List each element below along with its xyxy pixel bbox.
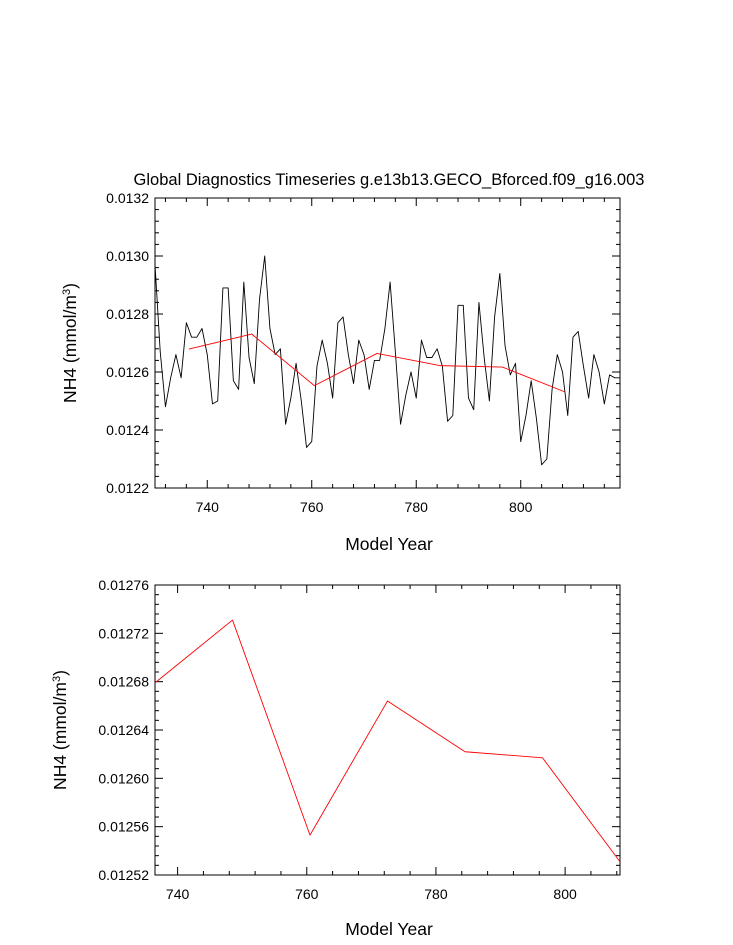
y-axis-label-tail: ) (60, 283, 80, 289)
y-tick-label: 0.01260 (98, 770, 149, 786)
timeseries-panel: Global Diagnostics Timeseries g.e13b13.G… (60, 171, 644, 554)
y-tick-label: 0.0122 (106, 480, 149, 496)
series-line-running-mean (154, 619, 621, 862)
x-axis-label: Model Year (345, 919, 433, 939)
y-tick-label: 0.01256 (98, 819, 149, 835)
y-tick-label: 0.0132 (106, 190, 149, 206)
y-axis-label-superscript: 3 (61, 289, 73, 295)
x-axis-label: Model Year (345, 534, 433, 554)
y-tick-label: 0.01272 (98, 625, 149, 641)
y-axis-label-superscript: 3 (51, 676, 63, 682)
running-mean-panel: 0.01252 0.01256 0.01260 0.01264 0.01268 0.012… (50, 577, 621, 939)
plot-frame (154, 197, 621, 489)
x-tick-label: 760 (300, 499, 324, 515)
x-tick-label: 780 (405, 499, 429, 515)
y-tick-labels: 0.01252 0.01256 0.01260 0.01264 0.01268 0.012… (98, 577, 149, 883)
y-axis-label: NH4 (mmol/m3) (50, 670, 70, 790)
y-axis-label-main: NH4 (mmol/m (50, 682, 70, 790)
x-tick-label: 740 (166, 886, 190, 902)
x-tick-labels: 740 760 780 800 (196, 499, 533, 515)
y-tick-label: 0.01276 (98, 577, 149, 593)
y-tick-label: 0.01264 (98, 722, 149, 738)
x-tick-label: 800 (553, 886, 577, 902)
x-tick-label: 800 (509, 499, 533, 515)
y-tick-label: 0.0128 (106, 306, 149, 322)
series-group (154, 255, 620, 466)
series-line-annual (154, 255, 620, 466)
x-tick-label: 740 (196, 499, 220, 515)
y-tick-labels: 0.0122 0.0124 0.0126 0.0128 0.0130 0.0132 (106, 190, 149, 496)
axis-ticks (155, 584, 620, 876)
x-tick-label: 780 (424, 886, 448, 902)
y-tick-label: 0.0124 (106, 422, 149, 438)
chart-title: Global Diagnostics Timeseries g.e13b13.G… (134, 171, 645, 189)
series-group (154, 619, 621, 862)
y-tick-label: 0.01252 (98, 867, 149, 883)
y-tick-label: 0.0130 (106, 248, 149, 264)
y-tick-label: 0.01268 (98, 674, 149, 690)
x-tick-label: 760 (295, 886, 319, 902)
y-axis-label: NH4 (mmol/m3) (60, 283, 80, 403)
y-axis-label-tail: ) (50, 670, 70, 676)
series-line-running-mean (188, 333, 566, 393)
y-tick-label: 0.0126 (106, 364, 149, 380)
x-tick-labels: 740 760 780 800 (166, 886, 577, 902)
axis-ticks (155, 197, 620, 489)
y-axis-label-main: NH4 (mmol/m (60, 295, 80, 403)
plot-frame (154, 584, 621, 876)
